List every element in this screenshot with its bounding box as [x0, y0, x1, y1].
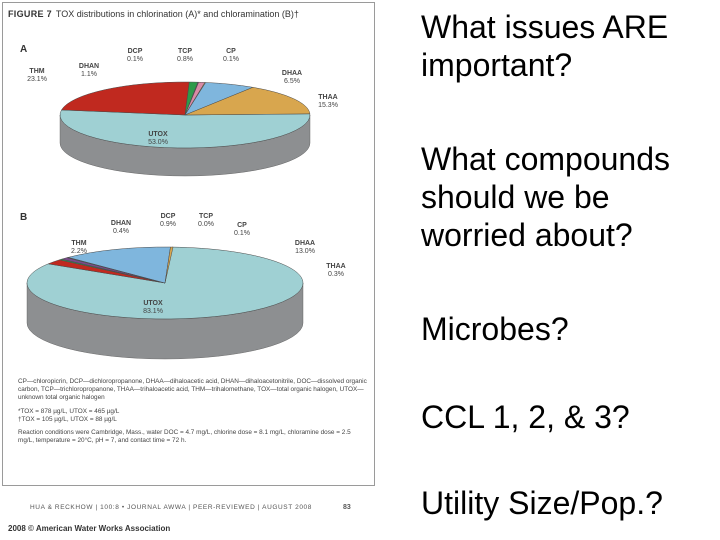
pie-a-label-value: 0.8%	[177, 56, 193, 63]
pie-a-label-value: 15.3%	[318, 102, 338, 109]
pie-a-label-name: UTOX	[148, 131, 168, 138]
question-issues: What issues ARE important?	[421, 9, 669, 83]
pie-b-label-value: 2.2%	[71, 248, 87, 255]
pie-b-label-name: TCP	[199, 213, 213, 220]
figure-frame	[2, 2, 375, 486]
pie-b-slice-dhaa	[67, 246, 171, 284]
pie-b-label-thaa: THAA 0.3%	[326, 263, 345, 279]
panel-b-letter: B	[20, 212, 28, 223]
pie-a-label-name: DHAA	[281, 70, 303, 77]
journal-footer: HUA & RECKHOW | 100:8 • JOURNAL AWWA | P…	[30, 504, 312, 511]
figure-number: FIGURE 7	[8, 9, 52, 19]
pie-a-label-name: DCP	[127, 48, 143, 55]
figure-image: FIGURE 7 TOX distributions in chlorinatio…	[2, 2, 375, 533]
question-compounds: What compounds should we be worried abou…	[421, 141, 671, 253]
pie-chart-b	[26, 246, 304, 360]
pie-a-label-cp: CP 0.1%	[223, 48, 239, 64]
pie-a-slice-thaa	[184, 87, 311, 116]
question-ccl: CCL 1, 2, & 3?	[421, 399, 630, 435]
figure-notes: CP—chloropicrin, DCP—dichloropropanone, …	[18, 378, 368, 450]
pie-a-label-value: 23.1%	[27, 76, 47, 83]
pie-a-label-dhan: DHAN 1.1%	[79, 63, 99, 79]
pie-b-label-value: 83.1%	[143, 308, 163, 315]
pie-b-label-name: DCP	[160, 213, 176, 220]
tox-note: *TOX = 878 µg/L, UTOX = 465 µg/L †TOX = …	[18, 407, 120, 423]
pie-b-label-name: UTOX	[143, 300, 163, 307]
pie-b-label-value: 0.1%	[234, 230, 250, 237]
figure-title: FIGURE 7 TOX distributions in chlorinatio…	[8, 9, 299, 19]
pie-a-label-dhaa: DHAA 6.5%	[282, 70, 302, 86]
pie-b-label-value: 0.9%	[160, 221, 176, 228]
pie-chart-a	[59, 81, 311, 177]
pie-b-label-dcp: DCP 0.9%	[160, 213, 176, 229]
page-number: 83	[343, 504, 351, 511]
pie-a-slice-utox	[59, 109, 311, 149]
pie-b-label-value: 13.0%	[295, 248, 315, 255]
pie-a-label-value: 0.1%	[223, 56, 239, 63]
pie-a-label-utox: UTOX 53.0%	[148, 131, 168, 147]
pie-b-label-value: 0.0%	[198, 221, 214, 228]
figure-caption: TOX distributions in chlorination (A)* a…	[55, 9, 299, 19]
pie-a-label-name: CP	[226, 48, 236, 55]
pie-a-label-name: DHAN	[78, 63, 100, 70]
pie-a-label-value: 53.0%	[148, 139, 168, 146]
pie-b-label-utox: UTOX 83.1%	[143, 300, 163, 316]
copyright-line: 2008 © American Water Works Association	[8, 524, 171, 533]
pie-a-label-name: THM	[29, 68, 45, 75]
pie-b-label-name: DHAA	[294, 240, 316, 247]
pie-a-label-value: 6.5%	[284, 78, 300, 85]
pie-a-label-name: TCP	[178, 48, 192, 55]
pie-b-label-cp: CP 0.1%	[234, 222, 250, 238]
pie-b-slice-thaa	[164, 246, 174, 284]
question-utility-size: Utility Size/Pop.?	[421, 485, 663, 521]
question-microbes: Microbes?	[421, 311, 569, 347]
conditions-note: Reaction conditions were Cambridge, Mass…	[18, 429, 351, 445]
pie-b-label-thm: THM 2.2%	[71, 240, 87, 256]
pie-b-label-tcp: TCP 0.0%	[198, 213, 214, 229]
pie-b-label-dhan: DHAN 0.4%	[111, 220, 131, 236]
abbreviations-note: CP—chloropicrin, DCP—dichloropropanone, …	[18, 378, 367, 402]
pie-a-label-thaa: THAA 15.3%	[318, 94, 338, 110]
pie-b-label-name: CP	[237, 222, 247, 229]
pie-a-slice-thm	[61, 81, 190, 116]
pie-a-label-dcp: DCP 0.1%	[127, 48, 143, 64]
pie-b-label-name: THAA	[326, 263, 346, 270]
pie-a-label-name: THAA	[318, 94, 338, 101]
panel-a-letter: A	[20, 44, 28, 55]
pie-a-label-tcp: TCP 0.8%	[177, 48, 193, 64]
pie-b-label-name: DHAN	[110, 220, 132, 227]
pie-b-label-name: THM	[71, 240, 87, 247]
pie-a-label-value: 1.1%	[81, 71, 97, 78]
pie-b-label-value: 0.3%	[328, 271, 344, 278]
pie-a-label-thm: THM 23.1%	[27, 68, 47, 84]
pie-a-label-value: 0.1%	[127, 56, 143, 63]
pie-b-label-dhaa: DHAA 13.0%	[295, 240, 315, 256]
pie-b-label-value: 0.4%	[113, 228, 129, 235]
